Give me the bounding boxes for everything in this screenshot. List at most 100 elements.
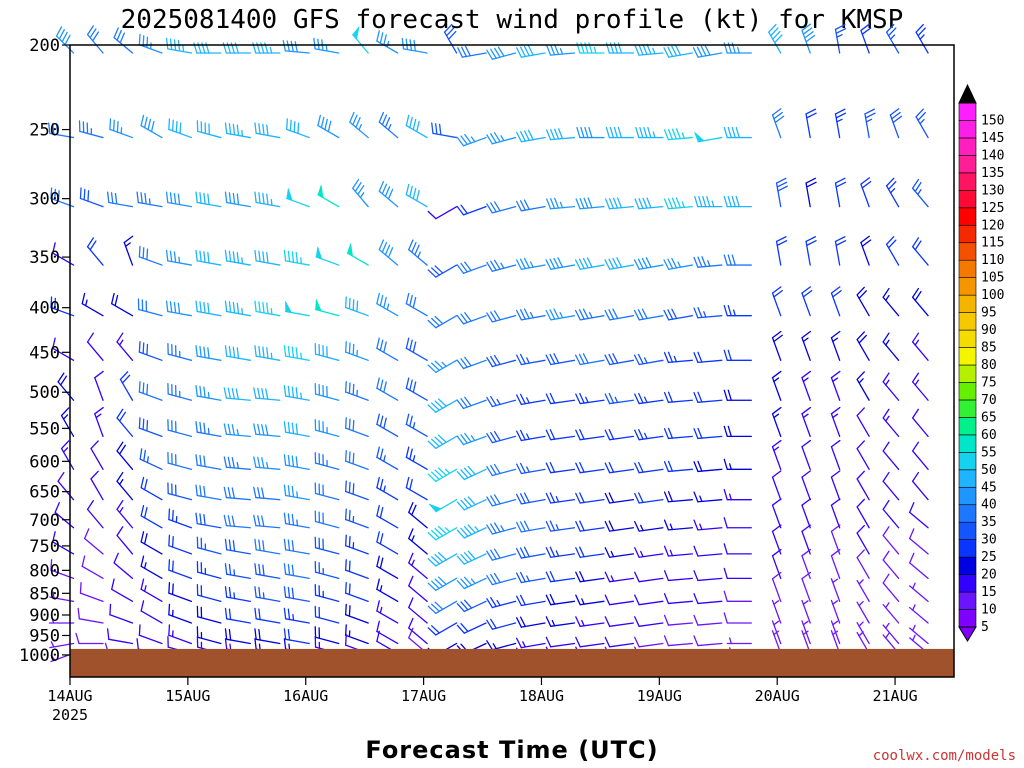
wind-barb: [254, 191, 281, 208]
wind-barb: [408, 239, 428, 266]
colorbar-segment: [958, 364, 977, 383]
wind-barb: [167, 382, 193, 401]
wind-barb: [427, 576, 458, 592]
wind-barb: [486, 572, 517, 586]
wind-barb: [283, 628, 310, 645]
wind-barb: [634, 43, 664, 56]
wind-barb: [456, 622, 487, 634]
wind-barb: [723, 196, 752, 208]
colorbar-label: 40: [981, 498, 997, 513]
wind-barb: [545, 429, 576, 441]
wind-barb: [693, 635, 723, 647]
wind-barb: [345, 341, 369, 361]
wind-barb: [317, 114, 340, 139]
wind-barb: [254, 249, 281, 266]
wind-barb: [165, 300, 193, 317]
wind-barb: [378, 180, 399, 208]
wind-barb: [224, 300, 251, 317]
wind-barb: [856, 371, 870, 401]
wind-barb: [57, 372, 75, 401]
wind-barb: [801, 470, 812, 501]
wind-barb: [254, 607, 281, 624]
wind-barb: [692, 45, 723, 58]
wind-barb: [113, 552, 134, 580]
wind-barb: [633, 308, 664, 321]
wind-barb: [81, 555, 104, 580]
ground-surface: [70, 648, 954, 677]
wind-barb: [75, 632, 104, 645]
wind-barb: [516, 429, 546, 442]
wind-barb: [427, 467, 458, 482]
wind-barb: [885, 236, 900, 266]
wind-barb: [90, 470, 104, 501]
wind-barb: [723, 458, 752, 470]
colorbar-label: 90: [981, 323, 997, 338]
colorbar-label: 105: [981, 271, 1004, 286]
wind-barb: [882, 622, 900, 645]
wind-barb: [864, 108, 876, 139]
wind-barb: [349, 111, 369, 139]
wind-barb: [224, 345, 251, 361]
wind-barb: [768, 23, 783, 54]
wind-barb: [253, 514, 281, 529]
wind-barb: [771, 286, 783, 317]
wind-barb: [195, 300, 222, 317]
wind-barb: [224, 628, 251, 645]
wind-barb: [165, 249, 193, 266]
wind-barb: [195, 512, 222, 529]
wind-barb: [830, 548, 841, 580]
wind-barb: [860, 23, 872, 54]
wind-barb: [882, 441, 900, 470]
wind-barb: [138, 624, 163, 645]
wind-barb: [801, 599, 811, 624]
wind-barb: [830, 524, 841, 555]
wind-barb: [775, 177, 788, 208]
wind-barb: [801, 23, 816, 54]
wind-barb: [139, 448, 163, 470]
wind-barb: [224, 191, 251, 208]
colorbar-segment: [958, 574, 977, 593]
wind-barb: [345, 624, 369, 645]
wind-barb: [314, 584, 340, 602]
wind-barb: [136, 191, 163, 208]
wind-barb: [885, 23, 900, 54]
wind-barb: [427, 600, 458, 614]
wind-barb: [443, 23, 458, 54]
colorbar-min-arrow: [958, 626, 977, 642]
colorbar-segment: [958, 259, 977, 278]
wind-barb: [575, 546, 605, 558]
wind-barb: [882, 287, 900, 317]
wind-barb: [116, 441, 134, 470]
wind-barb: [352, 178, 369, 208]
wind-barb: [486, 259, 517, 272]
wind-barb: [516, 571, 546, 584]
wind-barb: [254, 538, 281, 555]
wind-barb: [911, 178, 929, 208]
wind-barb: [911, 237, 929, 266]
wind-barb: [856, 407, 870, 438]
colorbar-label: 130: [981, 183, 1004, 198]
wind-barb: [805, 177, 817, 208]
wind-barb: [516, 45, 546, 58]
wind-barb: [376, 555, 399, 580]
wind-barb: [86, 237, 104, 266]
wind-barb: [224, 586, 251, 602]
wind-barb: [634, 520, 664, 532]
wind-barb: [60, 440, 75, 470]
wind-barb: [663, 351, 693, 364]
wind-barb: [545, 353, 576, 366]
wind-barb: [663, 519, 693, 531]
y-tick-label: 700: [29, 511, 60, 531]
wind-barb: [911, 471, 929, 501]
y-tick-label: 950: [29, 626, 60, 646]
wind-barb: [427, 434, 458, 450]
wind-barb: [456, 576, 487, 590]
wind-barb: [79, 582, 104, 602]
colorbar-segment: [958, 469, 977, 488]
wind-barb: [575, 197, 605, 210]
wind-barb: [516, 594, 546, 607]
wind-barb: [663, 391, 693, 403]
wind-barb: [486, 494, 517, 507]
colorbar-label: 145: [981, 131, 1004, 146]
wind-barb: [116, 471, 134, 501]
